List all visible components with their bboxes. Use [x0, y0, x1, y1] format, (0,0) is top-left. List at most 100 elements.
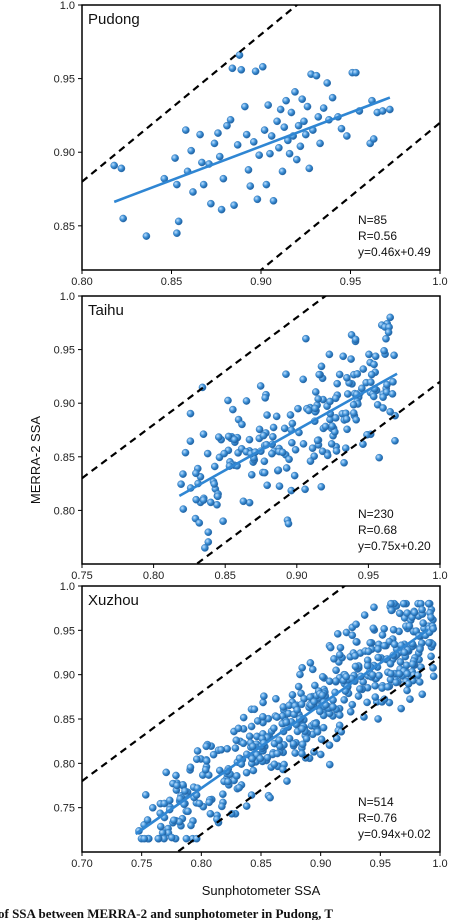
data-point	[306, 457, 315, 466]
data-point	[162, 768, 170, 777]
data-point	[358, 384, 366, 393]
data-point	[371, 693, 380, 701]
data-point	[380, 346, 388, 355]
data-point	[261, 394, 270, 402]
data-point	[275, 736, 283, 744]
data-point	[301, 485, 309, 494]
data-point	[316, 707, 324, 716]
data-point	[228, 64, 237, 73]
stat-text: N=230	[358, 507, 394, 521]
data-point	[199, 430, 208, 439]
data-point	[213, 492, 222, 501]
data-point	[317, 735, 326, 744]
data-point	[179, 470, 187, 478]
y-tick-label: 0.95	[54, 345, 75, 357]
data-point	[319, 723, 328, 732]
data-point	[266, 149, 274, 158]
data-point	[282, 718, 291, 727]
data-point	[245, 435, 254, 444]
panel-title: Taihu	[88, 302, 124, 319]
data-point	[226, 116, 235, 124]
data-point	[255, 425, 264, 434]
data-point	[365, 350, 373, 359]
data-point	[343, 390, 352, 398]
data-point	[184, 807, 192, 816]
data-point	[266, 793, 274, 802]
data-point	[359, 365, 368, 373]
data-point	[238, 420, 246, 429]
data-point	[379, 404, 387, 412]
data-point	[255, 151, 264, 159]
data-point	[258, 63, 267, 71]
data-point	[224, 396, 232, 405]
data-point	[326, 397, 334, 406]
data-point	[282, 370, 290, 379]
data-point	[386, 105, 394, 114]
data-point	[239, 497, 248, 506]
data-point	[260, 468, 269, 477]
data-point	[275, 143, 283, 152]
data-point	[192, 755, 201, 764]
data-point	[296, 142, 305, 151]
data-point	[378, 107, 387, 115]
data-point	[340, 458, 348, 467]
data-point	[386, 313, 395, 322]
data-point	[325, 677, 334, 686]
data-point	[388, 390, 397, 398]
data-point	[140, 834, 149, 843]
data-point	[229, 405, 237, 414]
lower-bound-line	[259, 121, 440, 270]
data-point	[290, 471, 299, 480]
data-point	[408, 660, 417, 669]
data-point	[311, 404, 320, 413]
data-point	[291, 749, 300, 757]
data-point	[177, 480, 185, 489]
data-point	[269, 432, 277, 441]
data-point	[285, 455, 293, 464]
x-tick-label: 0.80	[143, 570, 164, 582]
data-point	[209, 750, 218, 759]
regression-line	[134, 628, 429, 836]
plot-frame	[81, 295, 441, 565]
panel-taihu: 0.75 0.80 0.85 0.90 0.95 1.0 1.0 0.95 0.90 0.85 0.…	[54, 291, 448, 582]
data-point	[367, 378, 375, 387]
data-point	[173, 229, 181, 237]
data-point	[306, 659, 315, 667]
data-point	[389, 626, 398, 634]
data-point	[364, 647, 373, 656]
data-point	[253, 717, 262, 725]
data-point	[343, 132, 351, 140]
data-point	[370, 360, 378, 369]
data-point	[242, 768, 251, 777]
data-point	[348, 631, 357, 640]
data-point	[311, 388, 320, 396]
data-point	[302, 334, 310, 343]
data-point	[270, 724, 278, 733]
data-point	[371, 682, 380, 690]
data-point	[387, 606, 396, 615]
data-point	[387, 669, 395, 678]
y-tick-label: 0.95	[54, 74, 75, 86]
data-point	[284, 519, 293, 528]
data-point	[321, 422, 330, 431]
data-point	[262, 180, 271, 189]
data-point	[242, 397, 251, 405]
data-point	[192, 469, 200, 478]
data-point	[192, 495, 200, 504]
data-point	[370, 603, 378, 612]
data-point	[223, 121, 231, 130]
x-tick-label: 1.0	[432, 570, 447, 582]
data-point	[326, 643, 335, 652]
regression-line	[178, 372, 398, 498]
stat-text: R=0.56	[358, 229, 397, 243]
data-point	[251, 67, 260, 76]
data-point	[186, 437, 195, 446]
data-point	[314, 395, 323, 403]
x-tick-label: 0.75	[131, 858, 152, 870]
data-point	[173, 781, 181, 790]
data-point	[319, 104, 328, 112]
x-tick-label: 0.90	[250, 276, 271, 288]
data-point	[410, 608, 419, 617]
data-point	[337, 124, 346, 133]
